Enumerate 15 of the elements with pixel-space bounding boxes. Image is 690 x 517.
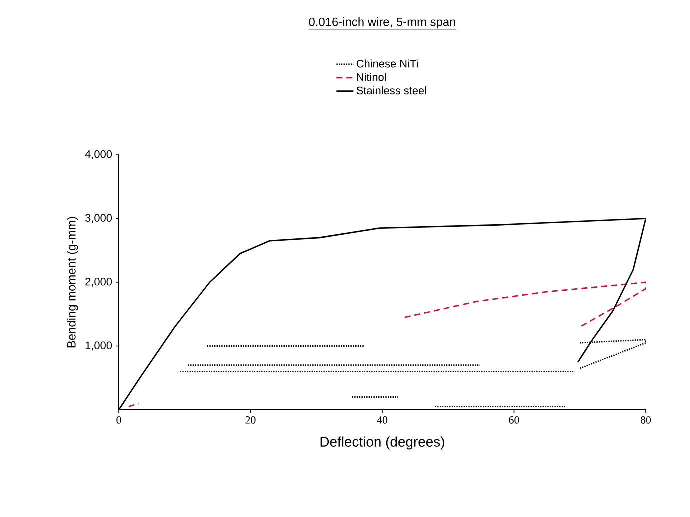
y-tick-label: 2,000	[86, 278, 112, 288]
legend-label: Stainless steel	[356, 86, 426, 95]
x-tick-label: 0	[116, 416, 122, 424]
y-tick-label: 1,000	[86, 342, 112, 351]
chart-title: 0.016-inch wire, 5-mm span	[309, 18, 456, 29]
legend-label: Nitinol	[357, 73, 386, 82]
x-tick-label: 40	[377, 416, 388, 424]
x-tick-label: 80	[640, 416, 652, 424]
x-axis-title: Deflection (degrees)	[320, 436, 444, 450]
x-tick-label: 20	[246, 416, 256, 424]
y-axis-title: Bending moment (g-mm)	[67, 217, 78, 348]
y-tick-label: 3,000	[85, 214, 112, 224]
x-tick-label: 60	[509, 416, 520, 424]
legend-label: Chinese NiTi	[356, 60, 418, 68]
y-tick-label: 4,000	[85, 150, 112, 160]
